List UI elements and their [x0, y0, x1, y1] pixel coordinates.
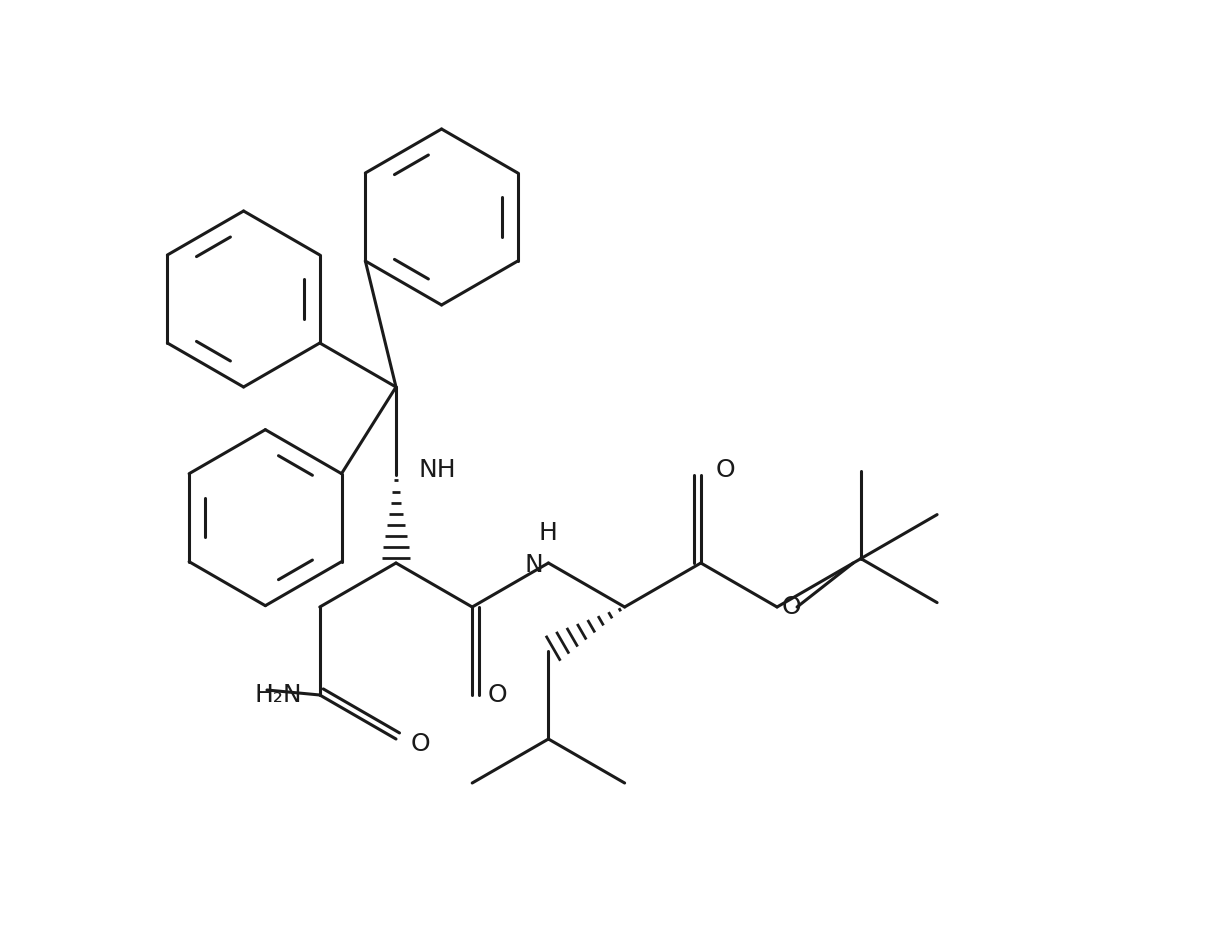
Text: O: O	[716, 458, 736, 482]
Text: N: N	[525, 553, 543, 577]
Text: O: O	[487, 683, 507, 707]
Text: H₂N: H₂N	[255, 683, 302, 707]
Text: NH: NH	[418, 458, 456, 482]
Text: O: O	[782, 595, 801, 619]
Text: H: H	[539, 521, 558, 545]
Text: O: O	[411, 732, 430, 756]
